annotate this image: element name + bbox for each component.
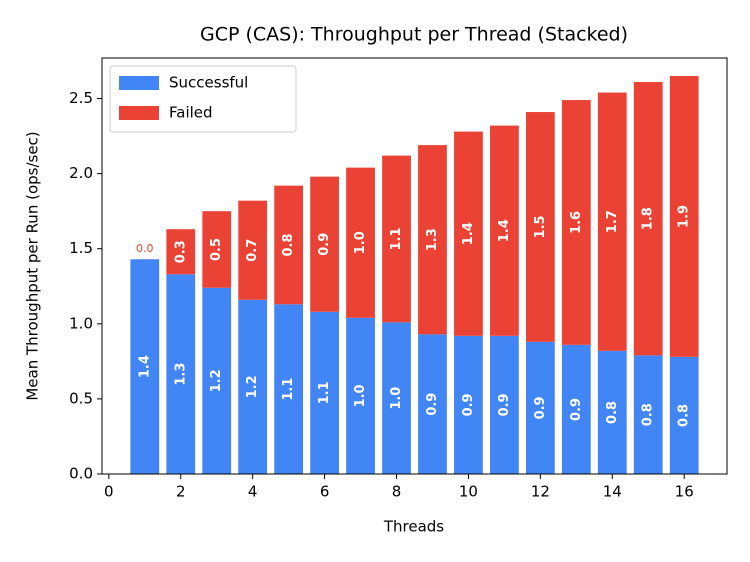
value-label: 0.9 (461, 393, 476, 416)
value-label: 1.6 (569, 211, 584, 234)
bar-segment (166, 229, 196, 275)
bar-segment (382, 322, 411, 474)
bar-segment (561, 344, 591, 474)
bar-segment (490, 335, 519, 474)
legend-swatch (119, 106, 159, 120)
bar-segment (346, 317, 375, 474)
value-label: 0.9 (425, 393, 440, 416)
bar-segment (525, 341, 555, 474)
bar-segment (633, 355, 663, 474)
value-label: 0.8 (641, 403, 656, 426)
chart-title: GCP (CAS): Throughput per Thread (Stacke… (200, 24, 628, 46)
bar-segment (669, 356, 699, 474)
y-tick-label: 1.0 (69, 314, 93, 332)
legend-label: Failed (169, 104, 213, 122)
bar-segment (274, 185, 304, 305)
bar-segment (490, 125, 519, 336)
value-label: 0.9 (569, 398, 584, 421)
bar-segment (454, 131, 483, 336)
value-label: 1.2 (245, 375, 260, 398)
bar-segment (130, 259, 160, 474)
x-tick-label: 12 (531, 483, 550, 501)
bar-segment (202, 287, 232, 474)
value-label: 1.9 (677, 205, 692, 228)
y-tick-label: 2.0 (69, 164, 93, 182)
x-tick-label: 8 (392, 483, 402, 501)
value-label: 0.5 (209, 238, 224, 261)
x-tick-label: 14 (603, 483, 622, 501)
bar-segment (238, 200, 268, 300)
x-tick-label: 6 (320, 483, 330, 501)
bar-segment (382, 155, 411, 323)
bar-segment (166, 274, 196, 474)
value-label: 1.8 (641, 207, 656, 230)
legend-label: Successful (169, 74, 248, 92)
value-label: 1.2 (209, 369, 224, 392)
bar-segment (418, 334, 447, 474)
value-label: 0.7 (245, 239, 260, 262)
value-label: 0.8 (677, 404, 692, 427)
bar-segment (597, 350, 627, 474)
value-label: 1.4 (461, 222, 476, 245)
y-tick-label: 1.5 (69, 239, 93, 257)
x-tick-label: 4 (248, 483, 258, 501)
value-label: 1.3 (173, 363, 188, 386)
value-label: 0.8 (605, 401, 620, 424)
bar-segment (669, 76, 699, 357)
bar-segment (525, 112, 555, 342)
value-label: 1.4 (137, 355, 152, 378)
value-label: 1.1 (317, 381, 332, 404)
value-label: 1.0 (353, 231, 368, 254)
bar-segment (202, 211, 232, 288)
value-label: 1.0 (389, 387, 404, 410)
value-label: 1.0 (353, 384, 368, 407)
value-label: 0.9 (497, 393, 512, 416)
y-tick-label: 2.5 (69, 89, 93, 107)
bar-segment (633, 82, 663, 356)
bar-segment (597, 92, 627, 351)
bar-segment (346, 167, 375, 318)
x-tick-label: 0 (104, 483, 114, 501)
x-tick-label: 10 (459, 483, 478, 501)
bar-segment (238, 299, 268, 474)
value-label: 1.1 (281, 378, 296, 401)
bar-segment (561, 100, 591, 345)
value-label: 0.0 (136, 242, 154, 255)
bar-segment (310, 176, 339, 312)
value-label: 0.9 (317, 233, 332, 256)
value-label: 1.3 (425, 228, 440, 251)
bar-segment (274, 304, 304, 474)
legend-swatch (119, 76, 159, 90)
legend: Successful Failed (109, 65, 297, 133)
x-tick-label: 16 (675, 483, 694, 501)
bar-segment (310, 311, 339, 474)
bar-segment (418, 145, 447, 335)
y-tick-label: 0.0 (69, 465, 93, 483)
value-label: 0.8 (281, 233, 296, 256)
value-label: 1.4 (497, 219, 512, 242)
value-label: 1.7 (605, 210, 620, 233)
y-tick-label: 0.5 (69, 389, 93, 407)
bar-segment (454, 335, 483, 474)
value-label: 1.5 (533, 215, 548, 238)
x-axis-label: Threads (383, 518, 444, 536)
value-label: 0.9 (533, 396, 548, 419)
plot-frame (101, 57, 728, 475)
value-label: 0.3 (173, 240, 188, 263)
y-axis-label: Mean Throughput per Run (ops/sec) (24, 131, 42, 400)
x-tick-label: 2 (176, 483, 186, 501)
value-label: 1.1 (389, 227, 404, 250)
